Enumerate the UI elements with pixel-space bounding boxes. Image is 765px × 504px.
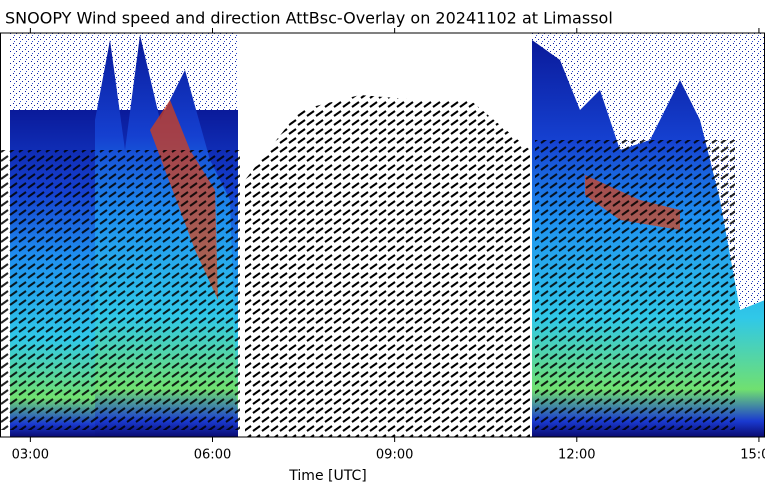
x-axis-label: Time [UTC] xyxy=(288,468,366,484)
x-tick-label: 09:00 xyxy=(376,448,413,463)
x-tick-label: 03:00 xyxy=(12,448,49,463)
chart-title: SNOOPY Wind speed and direction AttBsc-O… xyxy=(5,9,613,28)
wind-barbs xyxy=(0,95,735,437)
x-tick-label: 12:00 xyxy=(558,448,595,463)
x-tick-label: 15:00 xyxy=(740,448,765,463)
x-tick-label: 06:00 xyxy=(194,448,231,463)
